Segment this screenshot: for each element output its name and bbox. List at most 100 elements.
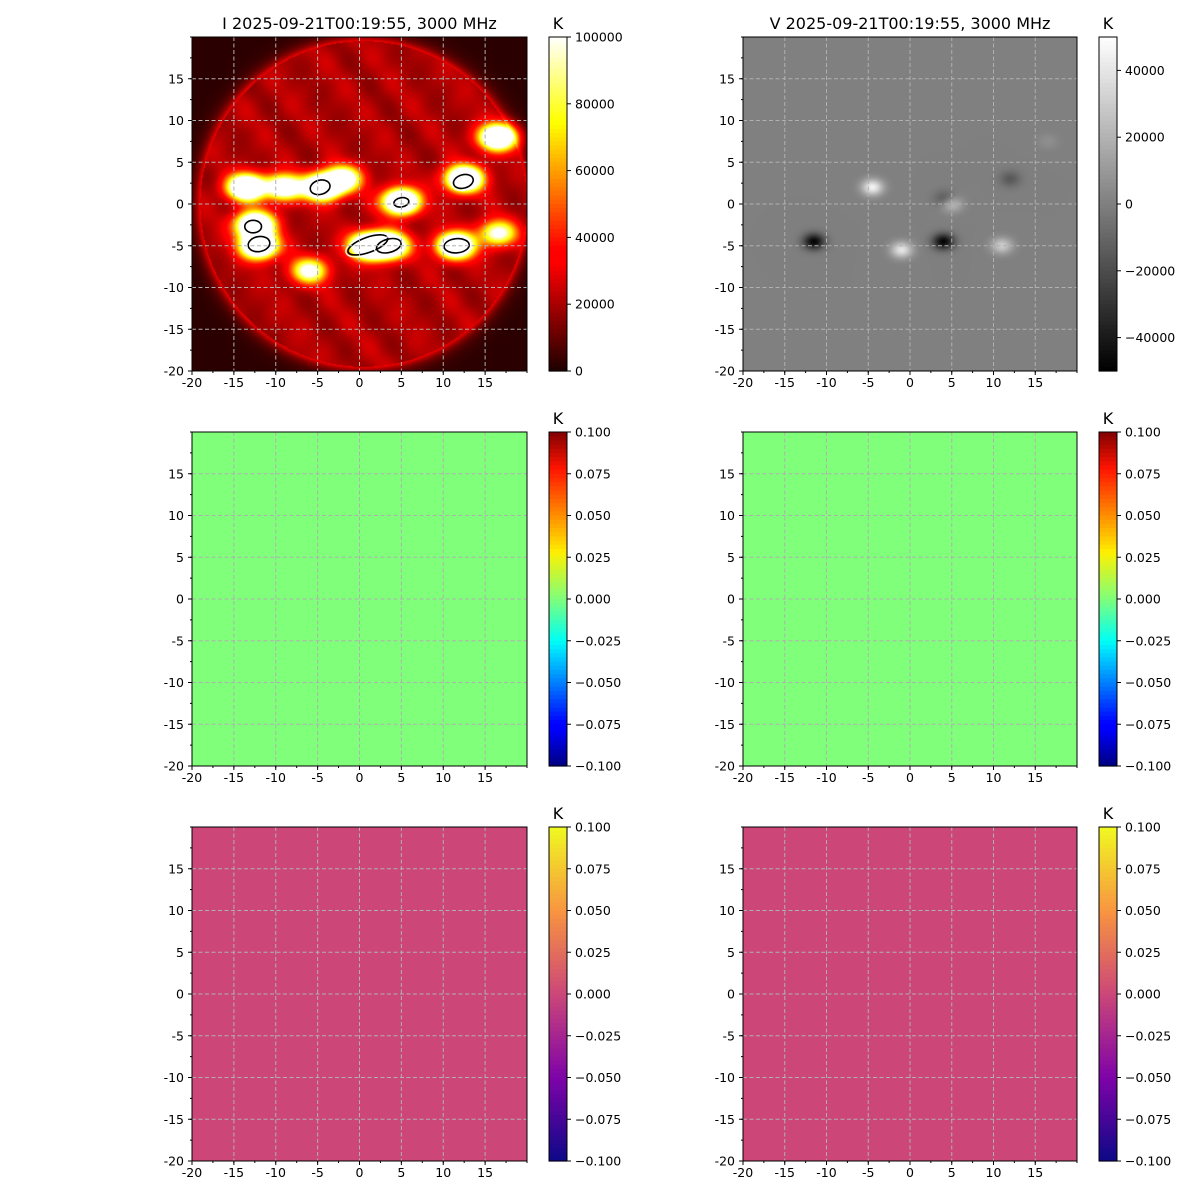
colorbar-tick-label: −0.075 <box>1125 1112 1171 1127</box>
colorbar-segment <box>1099 1127 1117 1133</box>
colorbar-segment <box>549 644 567 650</box>
y-tick-label: -15 <box>715 717 735 732</box>
colorbar-segment <box>1099 366 1117 372</box>
colorbar-segment <box>549 906 567 912</box>
colorbar-segment <box>549 1056 567 1062</box>
colorbar-tick-label: 0.050 <box>1125 508 1161 523</box>
colorbar-segment <box>549 1014 567 1020</box>
colorbar-segment <box>1099 665 1117 671</box>
colorbar-segment <box>1099 977 1117 983</box>
colorbar-segment <box>549 41 567 46</box>
colorbar-segment <box>549 158 567 163</box>
colorbar-segment <box>549 78 567 84</box>
x-tick-label: 15 <box>1027 770 1043 785</box>
colorbar-segment <box>1099 204 1117 209</box>
colorbar-segment <box>549 432 567 437</box>
y-tick-label: 15 <box>719 466 735 481</box>
contour <box>307 177 333 198</box>
colorbar-segment <box>1099 599 1117 604</box>
contour <box>247 235 271 253</box>
colorbar-segment <box>1099 473 1117 479</box>
colorbar-segment <box>549 233 567 238</box>
colorbar-tick-label: 40000 <box>1125 63 1165 78</box>
colorbar-segment <box>549 1002 567 1008</box>
colorbar-segment <box>1099 715 1117 721</box>
colorbar-segment <box>549 856 567 861</box>
colorbar-segment <box>1099 1119 1117 1125</box>
colorbar-segment <box>549 827 567 832</box>
colorbar-segment <box>1099 1052 1117 1058</box>
colorbar-segment <box>549 473 567 479</box>
colorbar-segment <box>549 220 567 226</box>
colorbar-segment <box>1099 199 1117 205</box>
colorbar-segment <box>1099 897 1117 903</box>
colorbar-segment <box>549 715 567 721</box>
colorbar-segment <box>549 632 567 638</box>
colorbar-segment <box>1099 498 1117 504</box>
colorbar-tick-label: 40000 <box>575 230 615 245</box>
x-tick-label: 15 <box>477 770 493 785</box>
colorbar-segment <box>1099 985 1117 991</box>
y-tick-label: -15 <box>164 1112 184 1127</box>
colorbar-segment <box>549 208 567 213</box>
colorbar-segment <box>549 507 567 512</box>
colorbar-segment <box>1099 103 1117 109</box>
colorbar-tick-label: 0.100 <box>575 820 611 835</box>
colorbar-segment <box>549 615 567 621</box>
x-tick-label: -10 <box>266 1165 286 1180</box>
colorbar-segment <box>1099 1094 1117 1099</box>
colorbar-segment <box>549 1123 567 1129</box>
colorbar-segment <box>549 266 567 272</box>
y-tick-label: 10 <box>719 508 735 523</box>
colorbar-segment <box>549 87 567 92</box>
colorbar-segment <box>549 1110 567 1116</box>
colorbar-segment <box>1099 624 1117 629</box>
colorbar-segment <box>1099 582 1117 588</box>
colorbar-unit-label: K <box>1103 409 1114 428</box>
colorbar-segment <box>1099 82 1117 88</box>
colorbar-segment <box>1099 274 1117 280</box>
colorbar-segment <box>1099 124 1117 130</box>
x-tick-label: 0 <box>356 1165 364 1180</box>
colorbar-segment <box>549 695 567 700</box>
colorbar-segment <box>1099 931 1117 937</box>
colorbar-segment <box>1099 1148 1117 1154</box>
colorbar-segment <box>549 128 567 134</box>
panel-I: -20 -15 -10 -5 0 5 10 15 -20 -15 -10 -5 0 5 10 15 I 2025… <box>164 14 623 390</box>
colorbar-segment <box>1099 107 1117 113</box>
colorbar-unit-label: K <box>553 804 564 823</box>
y-tick-label: -5 <box>723 238 735 253</box>
colorbar-segment <box>1099 914 1117 920</box>
y-tick-label: 5 <box>176 550 184 565</box>
colorbar-segment <box>549 258 567 264</box>
colorbar-segment <box>549 515 567 521</box>
contour <box>450 171 477 192</box>
colorbar-segment <box>549 1098 567 1104</box>
colorbar-segment <box>549 665 567 671</box>
colorbar-segment <box>1099 1044 1117 1049</box>
colorbar-segment <box>549 62 567 67</box>
colorbar-tick-label: 0.000 <box>1125 987 1161 1002</box>
colorbar-segment <box>549 124 567 130</box>
colorbar-segment <box>549 341 567 347</box>
y-tick-label: 15 <box>168 71 184 86</box>
y-tick-label: -20 <box>715 1154 735 1169</box>
colorbar-segment <box>549 195 567 201</box>
colorbar-segment <box>1099 494 1117 500</box>
colorbar-segment <box>549 1027 567 1033</box>
colorbar-segment <box>1099 53 1117 59</box>
colorbar-segment <box>549 1144 567 1150</box>
colorbar-segment <box>549 682 567 688</box>
colorbar-segment <box>1099 1019 1117 1024</box>
colorbar-segment <box>1099 469 1117 475</box>
colorbar-tick-label: −40000 <box>1125 330 1175 345</box>
x-tick-label: -15 <box>775 375 795 390</box>
colorbar-segment <box>549 70 567 76</box>
x-tick-label: 5 <box>397 375 405 390</box>
colorbar-segment <box>1099 133 1117 138</box>
colorbar-segment <box>549 436 567 441</box>
colorbar-tick-label: −0.050 <box>575 675 621 690</box>
colorbar-segment <box>1099 170 1117 176</box>
colorbar-frame <box>548 36 568 372</box>
